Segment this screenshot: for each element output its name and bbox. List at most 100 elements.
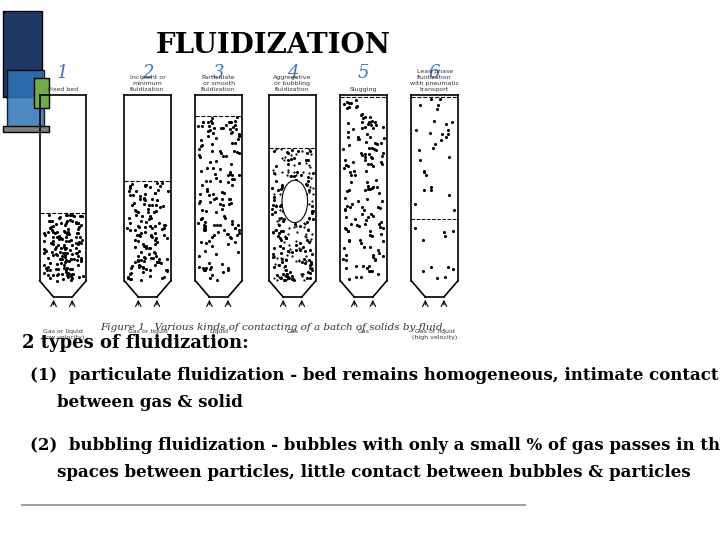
Point (343, 127, 354, 136)
Point (425, 183, 436, 191)
Point (296, 181, 307, 190)
Point (351, 262, 362, 271)
Point (71, 256, 83, 265)
Point (372, 183, 383, 192)
Text: Gas or liquid
(low velocity): Gas or liquid (low velocity) (42, 329, 84, 340)
Point (296, 171, 307, 179)
Point (138, 267, 149, 276)
Point (302, 225, 313, 234)
Point (275, 201, 287, 210)
Point (356, 151, 367, 159)
Text: Gas or liquid: Gas or liquid (127, 329, 168, 334)
Point (374, 188, 385, 197)
Point (225, 234, 237, 242)
Point (267, 249, 279, 258)
Point (282, 272, 294, 281)
Point (266, 205, 278, 213)
Point (144, 183, 156, 191)
Point (418, 166, 430, 175)
Point (135, 228, 147, 237)
Point (281, 270, 292, 279)
Point (205, 117, 217, 125)
Point (369, 255, 381, 264)
Point (66, 276, 77, 285)
Point (442, 125, 454, 134)
Point (367, 253, 379, 261)
Point (436, 130, 447, 138)
Point (208, 123, 220, 132)
Point (50, 243, 62, 252)
Point (276, 258, 287, 266)
Point (268, 147, 279, 156)
Point (374, 204, 385, 213)
Point (226, 139, 238, 147)
Point (207, 129, 219, 138)
Point (39, 231, 50, 240)
Point (161, 267, 173, 275)
Point (365, 210, 377, 219)
Point (377, 197, 388, 205)
Point (370, 146, 382, 154)
Point (346, 219, 357, 228)
Point (63, 270, 75, 279)
Point (280, 256, 292, 265)
Point (348, 166, 360, 175)
Point (207, 113, 218, 122)
Point (347, 124, 359, 133)
Point (198, 117, 210, 126)
Point (377, 223, 389, 232)
Point (71, 229, 82, 238)
Point (296, 258, 307, 266)
Point (161, 254, 173, 263)
Point (64, 265, 76, 274)
Point (346, 200, 358, 208)
Point (409, 224, 420, 233)
Point (73, 273, 85, 281)
Point (222, 239, 234, 248)
Point (307, 168, 319, 177)
Point (368, 212, 379, 221)
Text: 4: 4 (287, 64, 298, 82)
Text: FLUIDIZATION: FLUIDIZATION (156, 32, 391, 59)
Point (150, 233, 161, 242)
Point (294, 239, 306, 248)
Point (307, 206, 318, 215)
Point (73, 247, 85, 256)
Point (202, 185, 213, 193)
Point (364, 112, 375, 121)
Point (287, 201, 299, 210)
Point (58, 242, 70, 251)
Point (287, 210, 299, 218)
Point (302, 177, 314, 185)
Point (366, 184, 377, 193)
Point (204, 265, 216, 274)
Point (149, 239, 161, 248)
Point (132, 236, 143, 245)
Point (139, 190, 150, 199)
Point (199, 218, 210, 227)
Point (38, 248, 50, 257)
Point (161, 266, 173, 274)
Point (339, 224, 351, 232)
Point (45, 239, 57, 247)
Point (340, 213, 351, 221)
Point (289, 219, 300, 228)
FancyBboxPatch shape (6, 70, 44, 130)
Point (48, 232, 59, 241)
Point (63, 227, 74, 236)
Point (144, 272, 156, 280)
Point (222, 178, 233, 187)
Point (339, 205, 351, 214)
Point (428, 144, 439, 152)
Point (198, 225, 210, 234)
Point (369, 139, 381, 147)
Point (206, 271, 217, 280)
Point (269, 263, 280, 272)
Point (282, 148, 294, 157)
Point (75, 256, 86, 265)
Point (341, 98, 353, 106)
Point (227, 171, 238, 180)
Point (50, 250, 62, 259)
Point (231, 147, 243, 156)
Point (72, 229, 84, 238)
